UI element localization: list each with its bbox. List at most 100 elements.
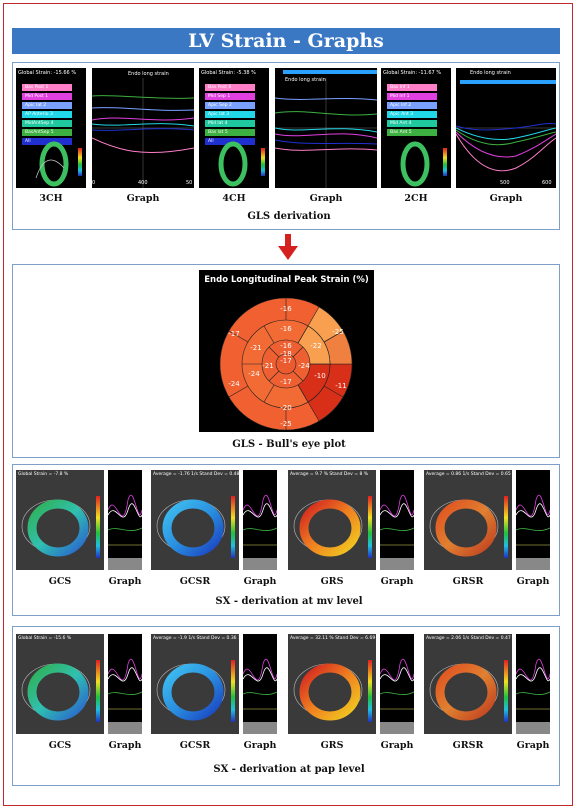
sx-label: GRSR	[452, 740, 484, 751]
segment-chip[interactable]: All	[205, 138, 255, 145]
segment-list-3ch: Bas Post 1 Mid Post 1 Apic lat 2 AP Anterio…	[22, 84, 72, 147]
segment-chip[interactable]: Mid Inf 1	[387, 93, 437, 100]
segment-chip[interactable]: Mid lat 4	[205, 120, 255, 127]
segment-chip[interactable]: MidAntSep 4	[22, 120, 72, 127]
label-4ch: 4CH	[222, 193, 246, 204]
segment-chip[interactable]: Apic lat 2	[22, 102, 72, 109]
sx-echo-view-grs: Average = 32.11 % Stand Dev = 6.69 %	[288, 634, 376, 734]
sx-info: Average = -1.76 1/s Stand Dev = 0.48 1/s	[153, 472, 239, 477]
segment-chip[interactable]: All	[22, 138, 72, 145]
page-frame	[3, 3, 573, 806]
bullseye-value: -17	[228, 330, 240, 338]
segment-chip[interactable]: Mid Post 1	[22, 93, 72, 100]
tick-2ch-b: 500	[500, 180, 510, 186]
segment-chip[interactable]: Apic lat 3	[205, 111, 255, 118]
bullseye-value: -25	[280, 420, 292, 428]
segment-chip[interactable]: Apic Ant 3	[387, 111, 437, 118]
global-strain-3ch: Global Strain: -15.66 %	[18, 70, 77, 76]
strain-graph-3ch: Endo long strain 0 400 50	[92, 68, 194, 188]
segment-chip[interactable]: Bas lat 5	[205, 129, 255, 136]
label-2ch: 2CH	[404, 193, 428, 204]
sx-graph-label: Graph	[243, 740, 277, 751]
strain-curves-3ch	[92, 78, 194, 188]
segment-chip[interactable]: BasAntSep 5	[22, 129, 72, 136]
strain-graph-2ch: Endo long strain 500 600	[456, 68, 556, 188]
sx-info: Average = 9.7 % Stand Dev = 8 %	[290, 472, 369, 477]
sx-echo-view-gcsr: Average = -1.76 1/s Stand Dev = 0.48 1/s	[151, 470, 239, 570]
sx-curves	[243, 494, 277, 570]
bullseye-value: -18	[280, 350, 292, 358]
sx-echo-view-grsr: Average = 2.06 1/s Stand Dev = 0.47 1/s	[424, 634, 512, 734]
segment-chip[interactable]: Bas Post 6	[205, 84, 255, 91]
sx-label: GRS	[320, 576, 344, 587]
sx-curves	[516, 658, 550, 734]
sx-info: Average = 2.06 1/s Stand Dev = 0.47 1/s	[426, 636, 512, 641]
segment-chip[interactable]: Apic Sep 2	[205, 102, 255, 109]
lv-sketch-4ch	[218, 141, 265, 187]
sx-label: GCS	[48, 740, 72, 751]
label-graph-3ch: Graph	[126, 193, 160, 204]
sx-graph-label: Graph	[380, 576, 414, 587]
sx-graph-grsr	[516, 634, 550, 734]
sx-graph-label: Graph	[380, 740, 414, 751]
bullseye-title: Endo Longitudinal Peak Strain (%)	[204, 275, 369, 285]
sx-info: Average = 32.11 % Stand Dev = 6.69 %	[290, 636, 376, 641]
bullseye-value: -24	[228, 380, 240, 388]
bullseye-value: -21	[250, 344, 262, 352]
segment-chip[interactable]: Bas Inf 1	[387, 84, 437, 91]
bullseye-value: -16	[280, 305, 292, 313]
sx-curves	[108, 494, 142, 570]
segment-chip[interactable]: Mid Sep 1	[205, 93, 255, 100]
sx-ring	[21, 660, 100, 722]
sx-mv-caption: SX - derivation at mv level	[215, 596, 363, 607]
sx-graph-label: Graph	[516, 740, 550, 751]
graph-title-4ch: Endo long strain	[285, 77, 326, 83]
segment-chip[interactable]: Mid Ant 4	[387, 120, 437, 127]
bullseye-value: -17	[280, 357, 292, 365]
segment-chip[interactable]: AP Anterio 3	[22, 111, 72, 118]
sx-ring	[293, 660, 372, 722]
sx-label: GCSR	[179, 740, 211, 751]
sx-graph-grs	[380, 470, 414, 570]
sx-info: Average = -1.9 1/s Stand Dev = 0.36 1/s	[153, 636, 239, 641]
segment-chip[interactable]: Bas Post 1	[22, 84, 72, 91]
bullseye-value: -10	[314, 372, 326, 380]
lv-sketch-3ch	[35, 141, 82, 187]
lv-sketch-2ch	[400, 141, 447, 187]
bullseye-chart	[219, 297, 353, 431]
segment-chip[interactable]: Bas Ant 5	[387, 129, 437, 136]
label-3ch: 3CH	[39, 193, 63, 204]
bullseye-value: -16	[280, 342, 292, 350]
sx-echo-view-grsr: Average = 0.86 1/s Stand Dev = 0.65 1/s	[424, 470, 512, 570]
echo-view-3ch: Global Strain: -15.66 % Bas Post 1 Mid Po…	[16, 68, 86, 188]
sx-label: GRSR	[452, 576, 484, 587]
sx-curves	[380, 494, 414, 570]
sx-ring	[156, 660, 235, 722]
bullseye-value: -25	[332, 328, 344, 336]
sx-graph-label: Graph	[516, 576, 550, 587]
strain-curves-4ch	[275, 78, 377, 188]
tick-3ch-a: 0	[92, 180, 96, 186]
sx-ring	[293, 496, 372, 558]
segment-chip[interactable]: Apic Inf 2	[387, 102, 437, 109]
graph-title-2ch: Endo long strain	[470, 70, 511, 76]
tick-2ch-c: 600	[542, 180, 552, 186]
sx-graph-gcsr	[243, 470, 277, 570]
strain-curves-2ch	[456, 123, 556, 172]
sx-echo-view-gcs: Global Strain = -15.6 %	[16, 634, 104, 734]
echo-view-2ch: Global Strain: -11.67 % Bas Inf 1 Mid Inf…	[381, 68, 451, 188]
global-strain-4ch: Global Strain: -5.38 %	[201, 70, 256, 76]
sx-graph-grsr	[516, 470, 550, 570]
tick-3ch-b: 400	[138, 180, 148, 186]
sx-echo-view-gcsr: Average = -1.9 1/s Stand Dev = 0.36 1/s	[151, 634, 239, 734]
bullseye-value: -22	[310, 342, 322, 350]
sx-graph-gcs	[108, 634, 142, 734]
sx-curves	[243, 658, 277, 734]
bullseye-value: -24	[298, 362, 310, 370]
sx-echo-view-gcs: Global Strain = -7.8 %	[16, 470, 104, 570]
sx-graph-label: Graph	[243, 576, 277, 587]
sx-ring	[429, 496, 508, 558]
bullseye-value: -11	[335, 382, 347, 390]
bullseye-value: -20	[280, 404, 292, 412]
graph-title-3ch: Endo long strain	[128, 71, 169, 77]
